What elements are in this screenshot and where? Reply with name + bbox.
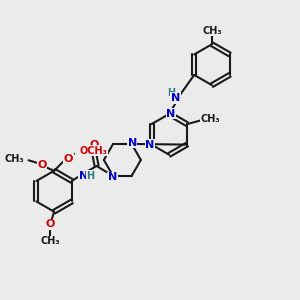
Text: H: H (167, 88, 175, 98)
Text: CH₃: CH₃ (201, 114, 220, 124)
Text: CH₃: CH₃ (202, 26, 222, 36)
Text: CH₃: CH₃ (40, 236, 60, 246)
Text: N: N (128, 137, 137, 148)
Text: H: H (86, 171, 94, 181)
Text: N: N (166, 109, 175, 119)
Text: N: N (171, 93, 180, 103)
Text: O: O (45, 220, 55, 230)
Text: O: O (89, 140, 98, 150)
Text: O: O (37, 160, 46, 170)
Text: N: N (146, 140, 155, 150)
Text: N: N (79, 171, 88, 181)
Text: OCH₃: OCH₃ (80, 146, 108, 156)
Text: CH₃: CH₃ (4, 154, 24, 164)
Text: O: O (64, 154, 73, 164)
Text: N: N (108, 172, 117, 182)
